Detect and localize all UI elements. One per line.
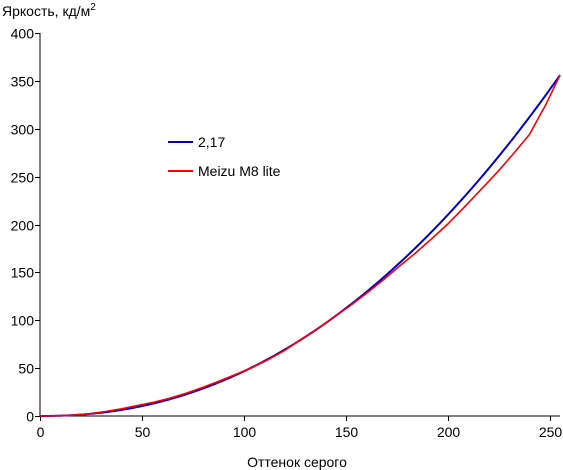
x-tick-label: 100	[233, 424, 257, 440]
y-axis-title-superscript: 2	[90, 2, 96, 13]
x-axis-title: Оттенок серого	[247, 454, 347, 470]
x-tick-label: 200	[437, 424, 461, 440]
x-tick-label: 150	[335, 424, 359, 440]
y-tick-label: 0	[26, 409, 34, 425]
tick-labels: 0 50 100 150 200 250 300 350 400 0 50 100 150 200 250	[11, 26, 563, 441]
y-tick-label: 50	[18, 361, 34, 377]
legend-label-series-1: 2,17	[198, 134, 225, 150]
y-tick-label: 100	[11, 313, 35, 329]
y-tick-label: 200	[11, 218, 35, 234]
y-tick-label: 400	[11, 26, 35, 42]
legend-label-series-2: Meizu M8 lite	[198, 163, 281, 179]
x-tick-label: 250	[539, 424, 563, 440]
x-tick-label: 50	[135, 424, 151, 440]
y-tick-label: 250	[11, 170, 35, 186]
series-line-meizu-m8-lite	[39, 74, 561, 417]
y-tick-label: 150	[11, 265, 35, 281]
series-line-2-17	[40, 74, 561, 417]
legend: 2,17 Meizu M8 lite	[168, 134, 281, 179]
axes	[35, 33, 560, 421]
y-tick-label: 350	[11, 74, 35, 90]
y-axis-title: Яркость, кд/м2	[2, 2, 96, 19]
y-tick-label: 300	[11, 122, 35, 138]
x-tick-label: 0	[37, 424, 45, 440]
series-layer	[39, 74, 561, 417]
